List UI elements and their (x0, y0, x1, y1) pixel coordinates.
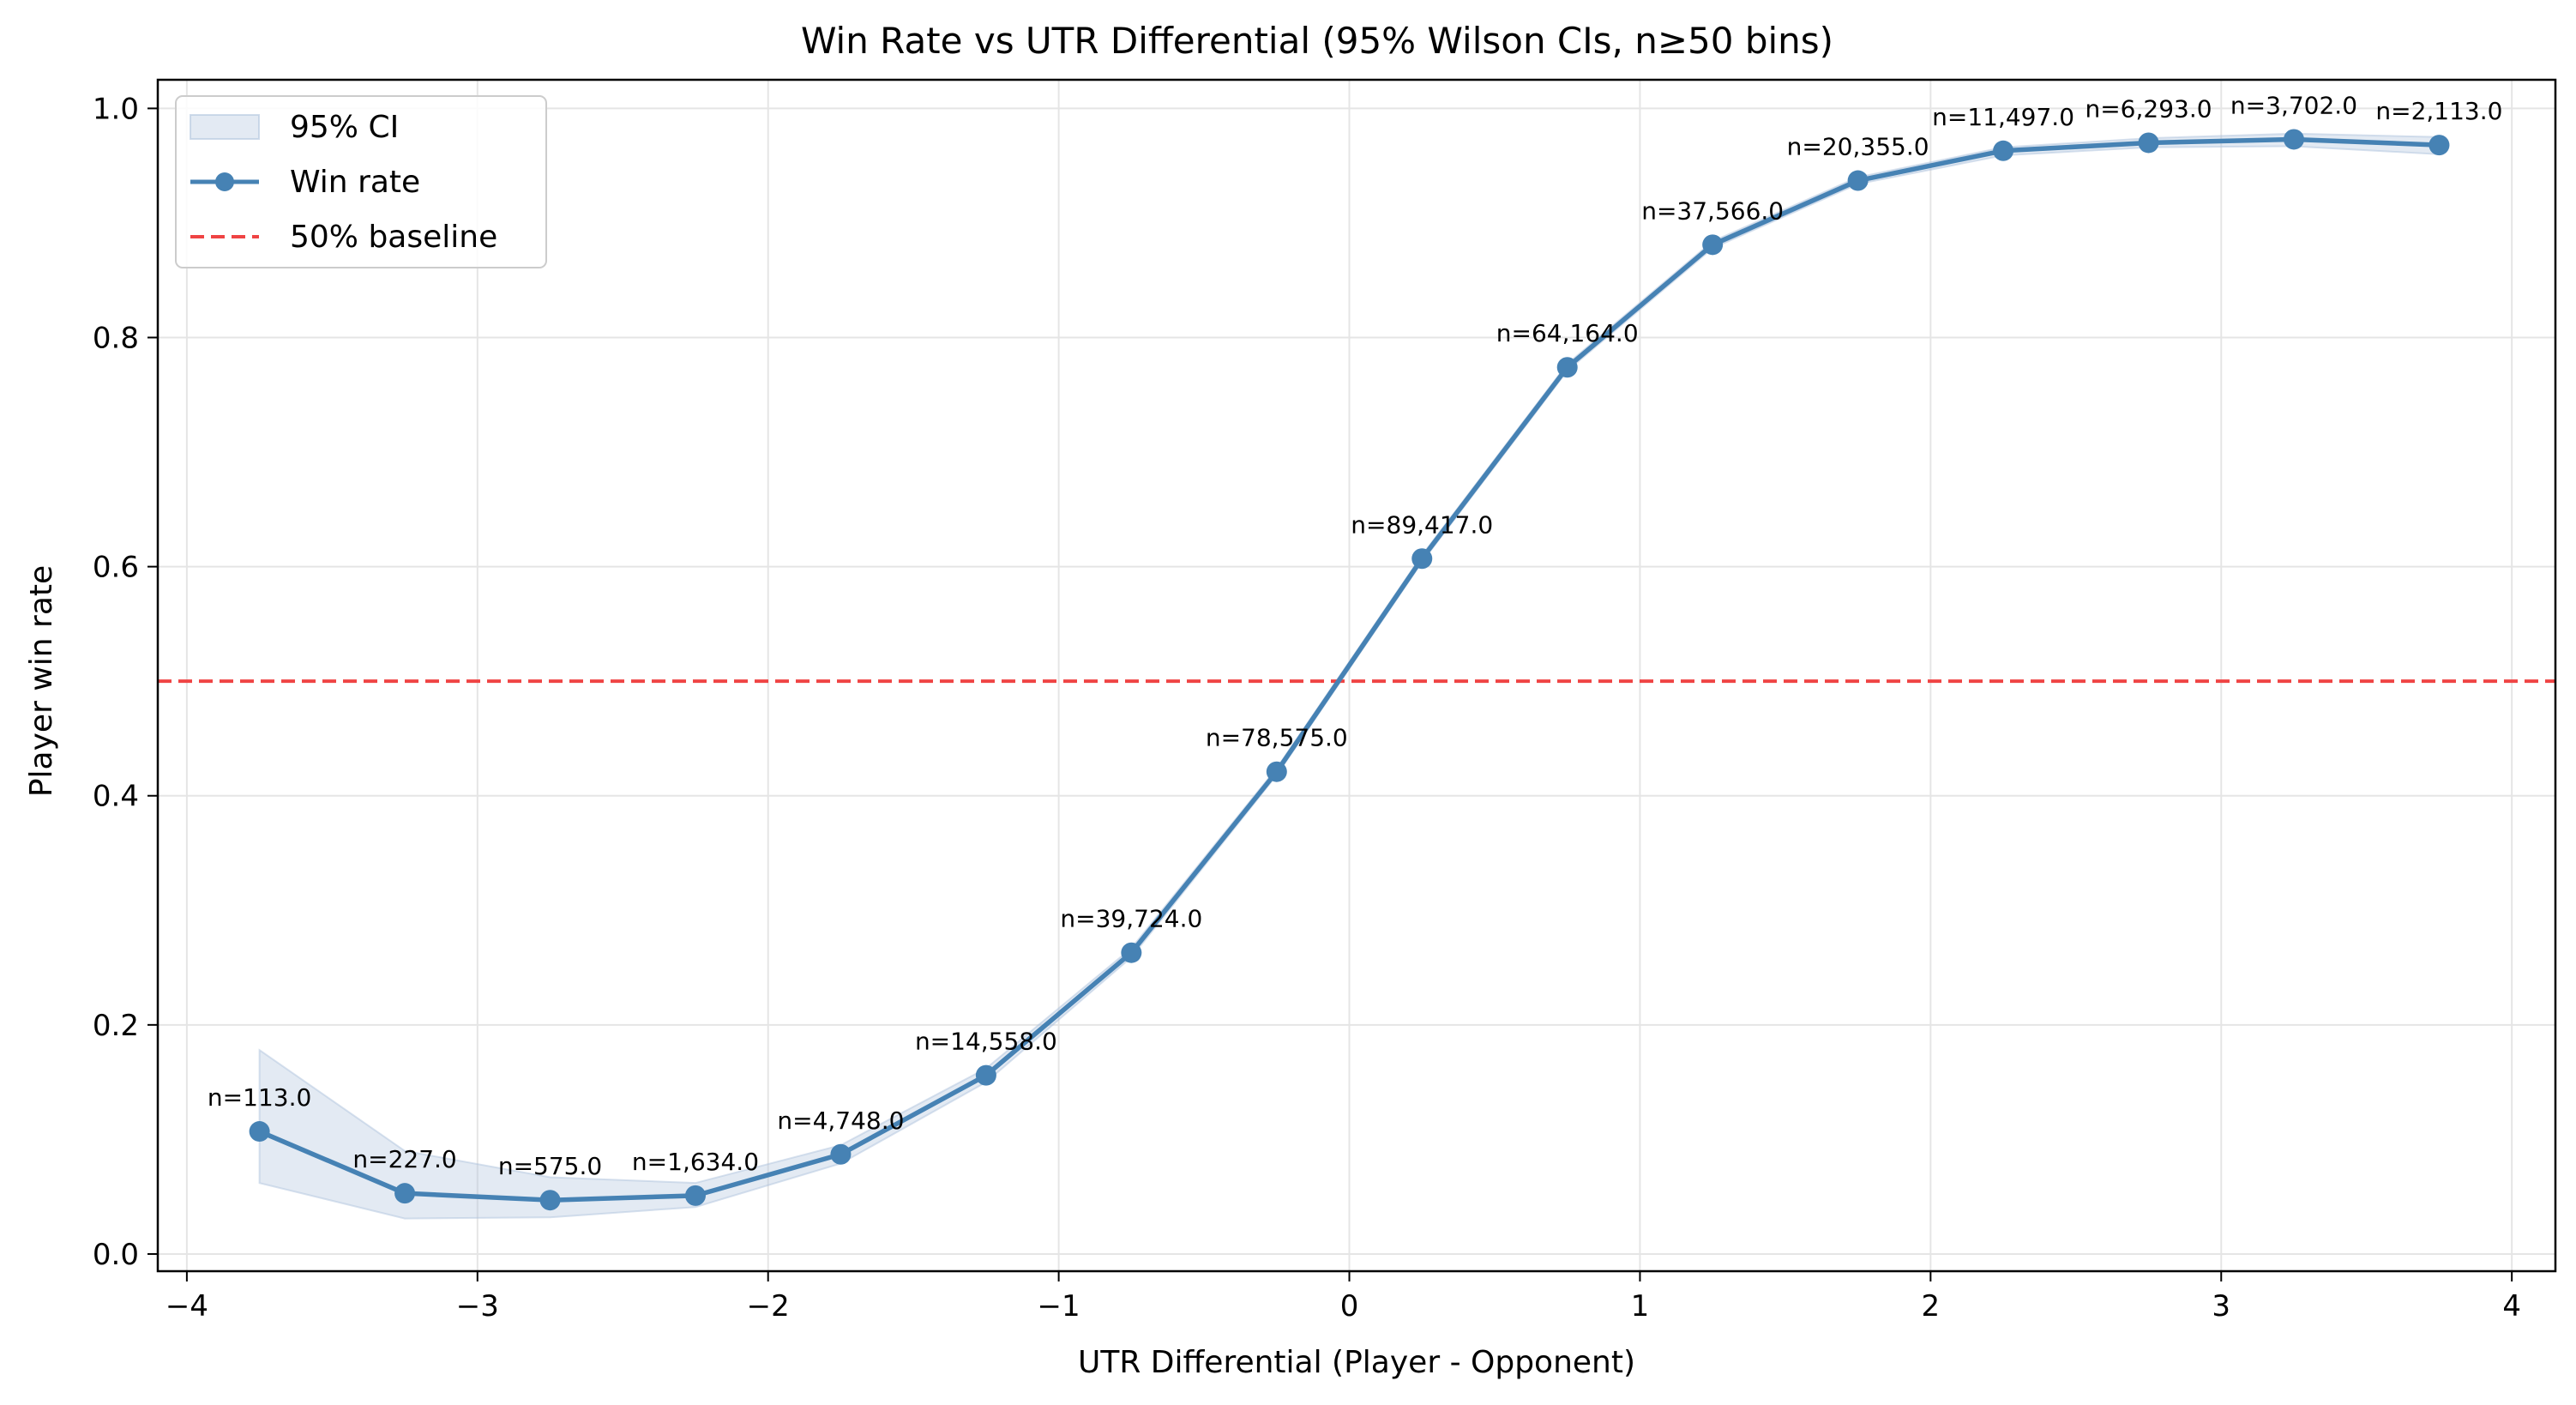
sample-size-label: n=2,113.0 (2375, 97, 2502, 125)
annotation-layer: n=113.0 n=227.0 n=575.0 n=1,634.0 n=4,748.0 n… (208, 91, 2503, 1180)
legend-label-baseline: 50% baseline (290, 220, 497, 255)
win-rate-point (394, 1183, 416, 1204)
y-tick-label: 1.0 (93, 92, 139, 126)
sample-size-label: n=4,748.0 (777, 1107, 904, 1135)
win-rate-point (684, 1185, 706, 1206)
win-rate-point (1993, 140, 2014, 161)
sample-size-label: n=89,417.0 (1351, 510, 1493, 539)
win-rate-point (975, 1064, 996, 1086)
axes-layer: −4 −3 −2 −1 0 1 2 3 4 0.0 0.2 0.4 0.6 0.8 1.0 (93, 78, 2557, 1324)
win-rate-point (2429, 135, 2450, 156)
sample-size-label: n=37,566.0 (1641, 196, 1784, 225)
sample-size-label: n=113.0 (208, 1083, 311, 1112)
sample-size-label: n=20,355.0 (1787, 133, 1929, 161)
legend-frame (175, 95, 547, 268)
x-tick-label: 2 (1922, 1289, 1941, 1324)
x-tick-label: −3 (456, 1289, 499, 1324)
win-rate-point (1411, 548, 1433, 570)
win-rate-line (256, 136, 2442, 1203)
chart-title: Win Rate vs UTR Differential (95% Wilson… (801, 20, 1833, 62)
x-tick-label: 0 (1340, 1289, 1359, 1324)
x-tick-label: 4 (2502, 1289, 2521, 1324)
y-tick-label: 0.4 (93, 780, 139, 814)
x-tick-label: 1 (1631, 1289, 1650, 1324)
win-rate-point (1556, 357, 1578, 378)
y-tick-label: 0.2 (93, 1009, 139, 1043)
sample-size-label: n=1,634.0 (632, 1148, 759, 1176)
legend: 95% CI Win rate 50% baseline (175, 95, 547, 268)
grid-lines (158, 80, 2555, 1271)
win-rate-point (1847, 170, 1869, 191)
sample-size-label: n=14,558.0 (915, 1028, 1057, 1056)
legend-label-ci: 95% CI (290, 110, 399, 145)
legend-label-line: Win rate (290, 165, 420, 200)
y-tick-label: 0.6 (93, 551, 139, 585)
x-tick-label: −1 (1038, 1289, 1080, 1324)
y-axis-label: Player win rate (24, 565, 59, 797)
win-rate-point (1266, 761, 1287, 782)
sample-size-label: n=227.0 (352, 1145, 456, 1173)
plot-frame (156, 78, 2557, 1273)
win-rate-point (1121, 942, 1142, 963)
sample-size-label: n=39,724.0 (1060, 905, 1202, 933)
sample-size-label: n=78,575.0 (1206, 724, 1348, 752)
x-tick-label: 3 (2212, 1289, 2230, 1324)
win-rate-point (830, 1143, 852, 1165)
legend-swatch-ci (190, 114, 260, 140)
y-tick-label: 0.8 (93, 322, 139, 356)
legend-swatch-marker (215, 172, 234, 191)
win-rate-point (2138, 132, 2159, 154)
win-rate-point (249, 1121, 270, 1143)
sample-size-label: n=6,293.0 (2085, 94, 2212, 123)
y-tick-label: 0.0 (93, 1238, 139, 1272)
x-axis-label: UTR Differential (Player - Opponent) (1078, 1345, 1635, 1380)
sample-size-label: n=11,497.0 (1932, 103, 2074, 131)
win-rate-point (1702, 234, 1724, 256)
x-tick-label: −4 (166, 1289, 208, 1324)
sample-size-label: n=575.0 (498, 1152, 602, 1180)
sample-size-label: n=3,702.0 (2230, 91, 2357, 119)
sample-size-label: n=64,164.0 (1496, 319, 1639, 347)
win-rate-point (539, 1190, 561, 1211)
series-layer (249, 129, 2450, 1211)
win-rate-point (2283, 129, 2304, 150)
x-tick-label: −2 (747, 1289, 790, 1324)
